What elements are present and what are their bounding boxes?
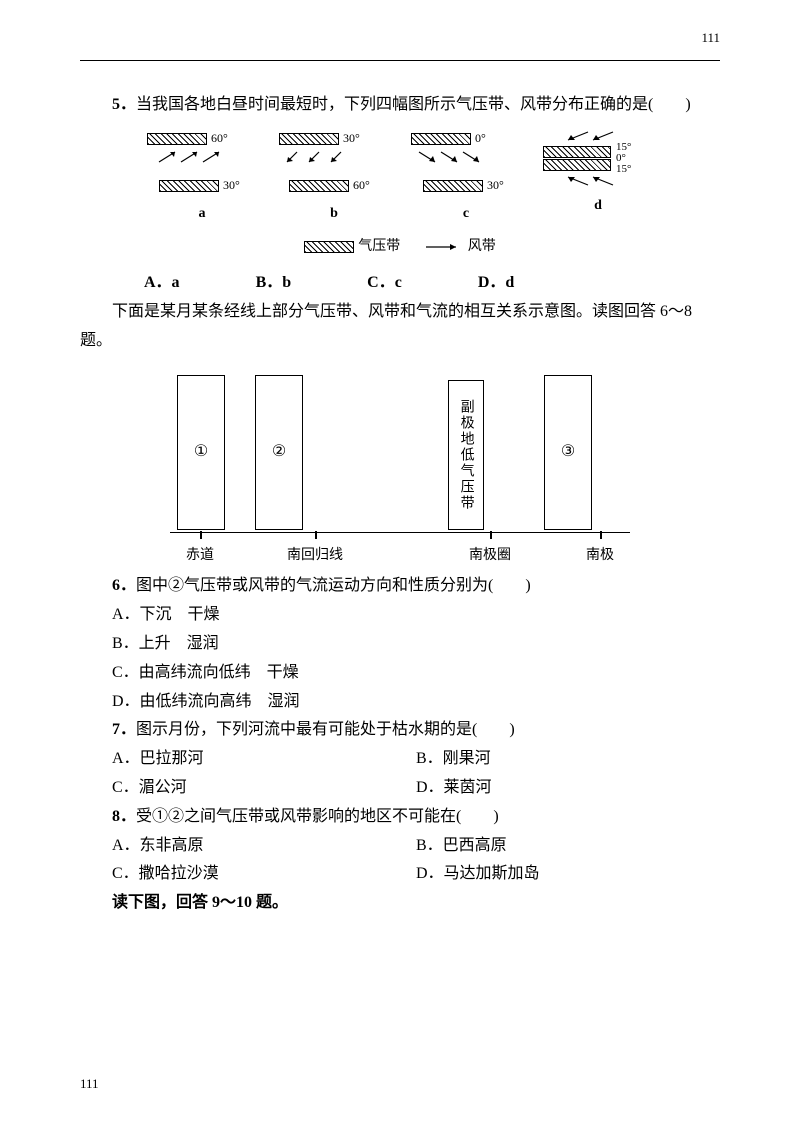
page-number-bottom: 111 — [80, 1076, 99, 1092]
q7-opts-row1: A．巴拉那河B．刚果河 — [80, 745, 720, 774]
fig2-box-1: ① — [177, 375, 225, 530]
diagram-c-top-lat: 0° — [475, 128, 486, 150]
top-rule — [80, 60, 720, 61]
q8-opts-row2: C．撒哈拉沙漠D．马达加斯加岛 — [80, 860, 720, 889]
q7-opt-a: A．巴拉那河 — [112, 745, 416, 774]
q7-number: 7． — [112, 721, 136, 738]
fig2-box-3-text: 副极地低气压带 — [453, 399, 478, 511]
figure-pressure-belts: 60° 30° a 30° 60° b 0° 30° c 15°0°15° d — [80, 130, 720, 226]
q7-opt-d: D．莱茵河 — [416, 774, 720, 803]
diagram-b-bot-lat: 60° — [353, 175, 370, 197]
q6-body: 图中②气压带或风带的气流运动方向和性质分别为( ) — [136, 577, 531, 594]
diagram-c-bot-lat: 30° — [487, 175, 504, 197]
fig2-axis: 赤道 南回归线 南极圈 南极 — [170, 532, 630, 562]
q8-body: 受①②之间气压带或风带影响的地区不可能在( ) — [136, 808, 499, 825]
q6-number: 6． — [112, 577, 136, 594]
diagram-a-arrows — [147, 148, 227, 166]
diagram-c-label: c — [411, 201, 521, 226]
fig2-axis-equator: 赤道 — [186, 543, 214, 568]
diagram-a-top-lat: 60° — [211, 128, 228, 150]
legend-wind-label: 风带 — [468, 239, 496, 254]
intro-9-10: 读下图，回答 9～10 题。 — [80, 889, 720, 918]
q5-opt-a: A．a — [112, 269, 180, 298]
q8-opt-c: C．撒哈拉沙漠 — [112, 860, 416, 889]
diagram-c-arrows — [411, 148, 491, 166]
q5-opt-d: D．d — [446, 269, 514, 298]
q8-text: 8．受①②之间气压带或风带影响的地区不可能在( ) — [80, 803, 720, 832]
q5-opt-c: C．c — [335, 269, 402, 298]
content-area: 5．当我国各地白昼时间最短时，下列四幅图所示气压带、风带分布正确的是( ) 60… — [80, 91, 720, 918]
diagram-b-label: b — [279, 201, 389, 226]
q7-text: 7．图示月份，下列河流中最有可能处于枯水期的是( ) — [80, 716, 720, 745]
q6-opt-d: D．由低纬流向高纬 湿润 — [80, 688, 720, 717]
fig2-box-2: ② — [255, 375, 303, 530]
diagram-a: 60° 30° a — [147, 130, 257, 226]
q5-body: 当我国各地白昼时间最短时，下列四幅图所示气压带、风带分布正确的是( ) — [136, 96, 691, 113]
diagram-d-arrows-top — [543, 130, 623, 142]
figure1-legend: 气压带 风带 — [80, 234, 720, 259]
q7-opts-row2: C．湄公河D．莱茵河 — [80, 774, 720, 803]
q8-opt-a: A．东非高原 — [112, 832, 416, 861]
q8-number: 8． — [112, 808, 136, 825]
q7-body: 图示月份，下列河流中最有可能处于枯水期的是( ) — [136, 721, 515, 738]
q7-opt-c: C．湄公河 — [112, 774, 416, 803]
q6-opt-b: B．上升 湿润 — [80, 630, 720, 659]
q6-opt-c: C．由高纬流向低纬 干燥 — [80, 659, 720, 688]
diagram-d-arrows-bot — [543, 175, 623, 187]
q5-options: A．a B．b C．c D．d — [80, 269, 720, 298]
fig2-box-4: ③ — [544, 375, 592, 530]
diagram-d-bot-lat: 15° — [616, 164, 631, 175]
diagram-a-label: a — [147, 201, 257, 226]
diagram-d-label: d — [543, 193, 653, 218]
q6-opt-a: A．下沉 干燥 — [80, 601, 720, 630]
q5-text: 5．当我国各地白昼时间最短时，下列四幅图所示气压带、风带分布正确的是( ) — [80, 91, 720, 120]
q5-opt-b: B．b — [224, 269, 292, 298]
diagram-b: 30° 60° b — [279, 130, 389, 226]
q5-number: 5． — [112, 96, 136, 113]
figure-meridian-belts: ① ② 副极地低气压带 ③ 赤道 南回归线 南极圈 南极 — [80, 370, 720, 562]
fig2-box-3: 副极地低气压带 — [448, 380, 484, 530]
q6-text: 6．图中②气压带或风带的气流运动方向和性质分别为( ) — [80, 572, 720, 601]
diagram-d: 15°0°15° d — [543, 130, 653, 226]
intro-6-8: 下面是某月某条经线上部分气压带、风带和气流的相互关系示意图。读图回答 6～8 题… — [80, 298, 720, 356]
fig2-axis-circle: 南极圈 — [469, 543, 511, 568]
legend-belt-label: 气压带 — [358, 239, 400, 254]
page-number-top: 111 — [701, 30, 720, 46]
q7-opt-b: B．刚果河 — [416, 745, 720, 774]
diagram-b-top-lat: 30° — [343, 128, 360, 150]
fig2-axis-pole: 南极 — [586, 543, 614, 568]
diagram-c: 0° 30° c — [411, 130, 521, 226]
q8-opts-row1: A．东非高原B．巴西高原 — [80, 832, 720, 861]
legend-hatch-icon — [304, 241, 354, 253]
q8-opt-b: B．巴西高原 — [416, 832, 720, 861]
diagram-a-bot-lat: 30° — [223, 175, 240, 197]
q8-opt-d: D．马达加斯加岛 — [416, 860, 720, 889]
diagram-b-arrows — [279, 148, 359, 166]
legend-arrow-icon — [424, 239, 464, 254]
fig2-axis-tropic: 南回归线 — [287, 543, 343, 568]
